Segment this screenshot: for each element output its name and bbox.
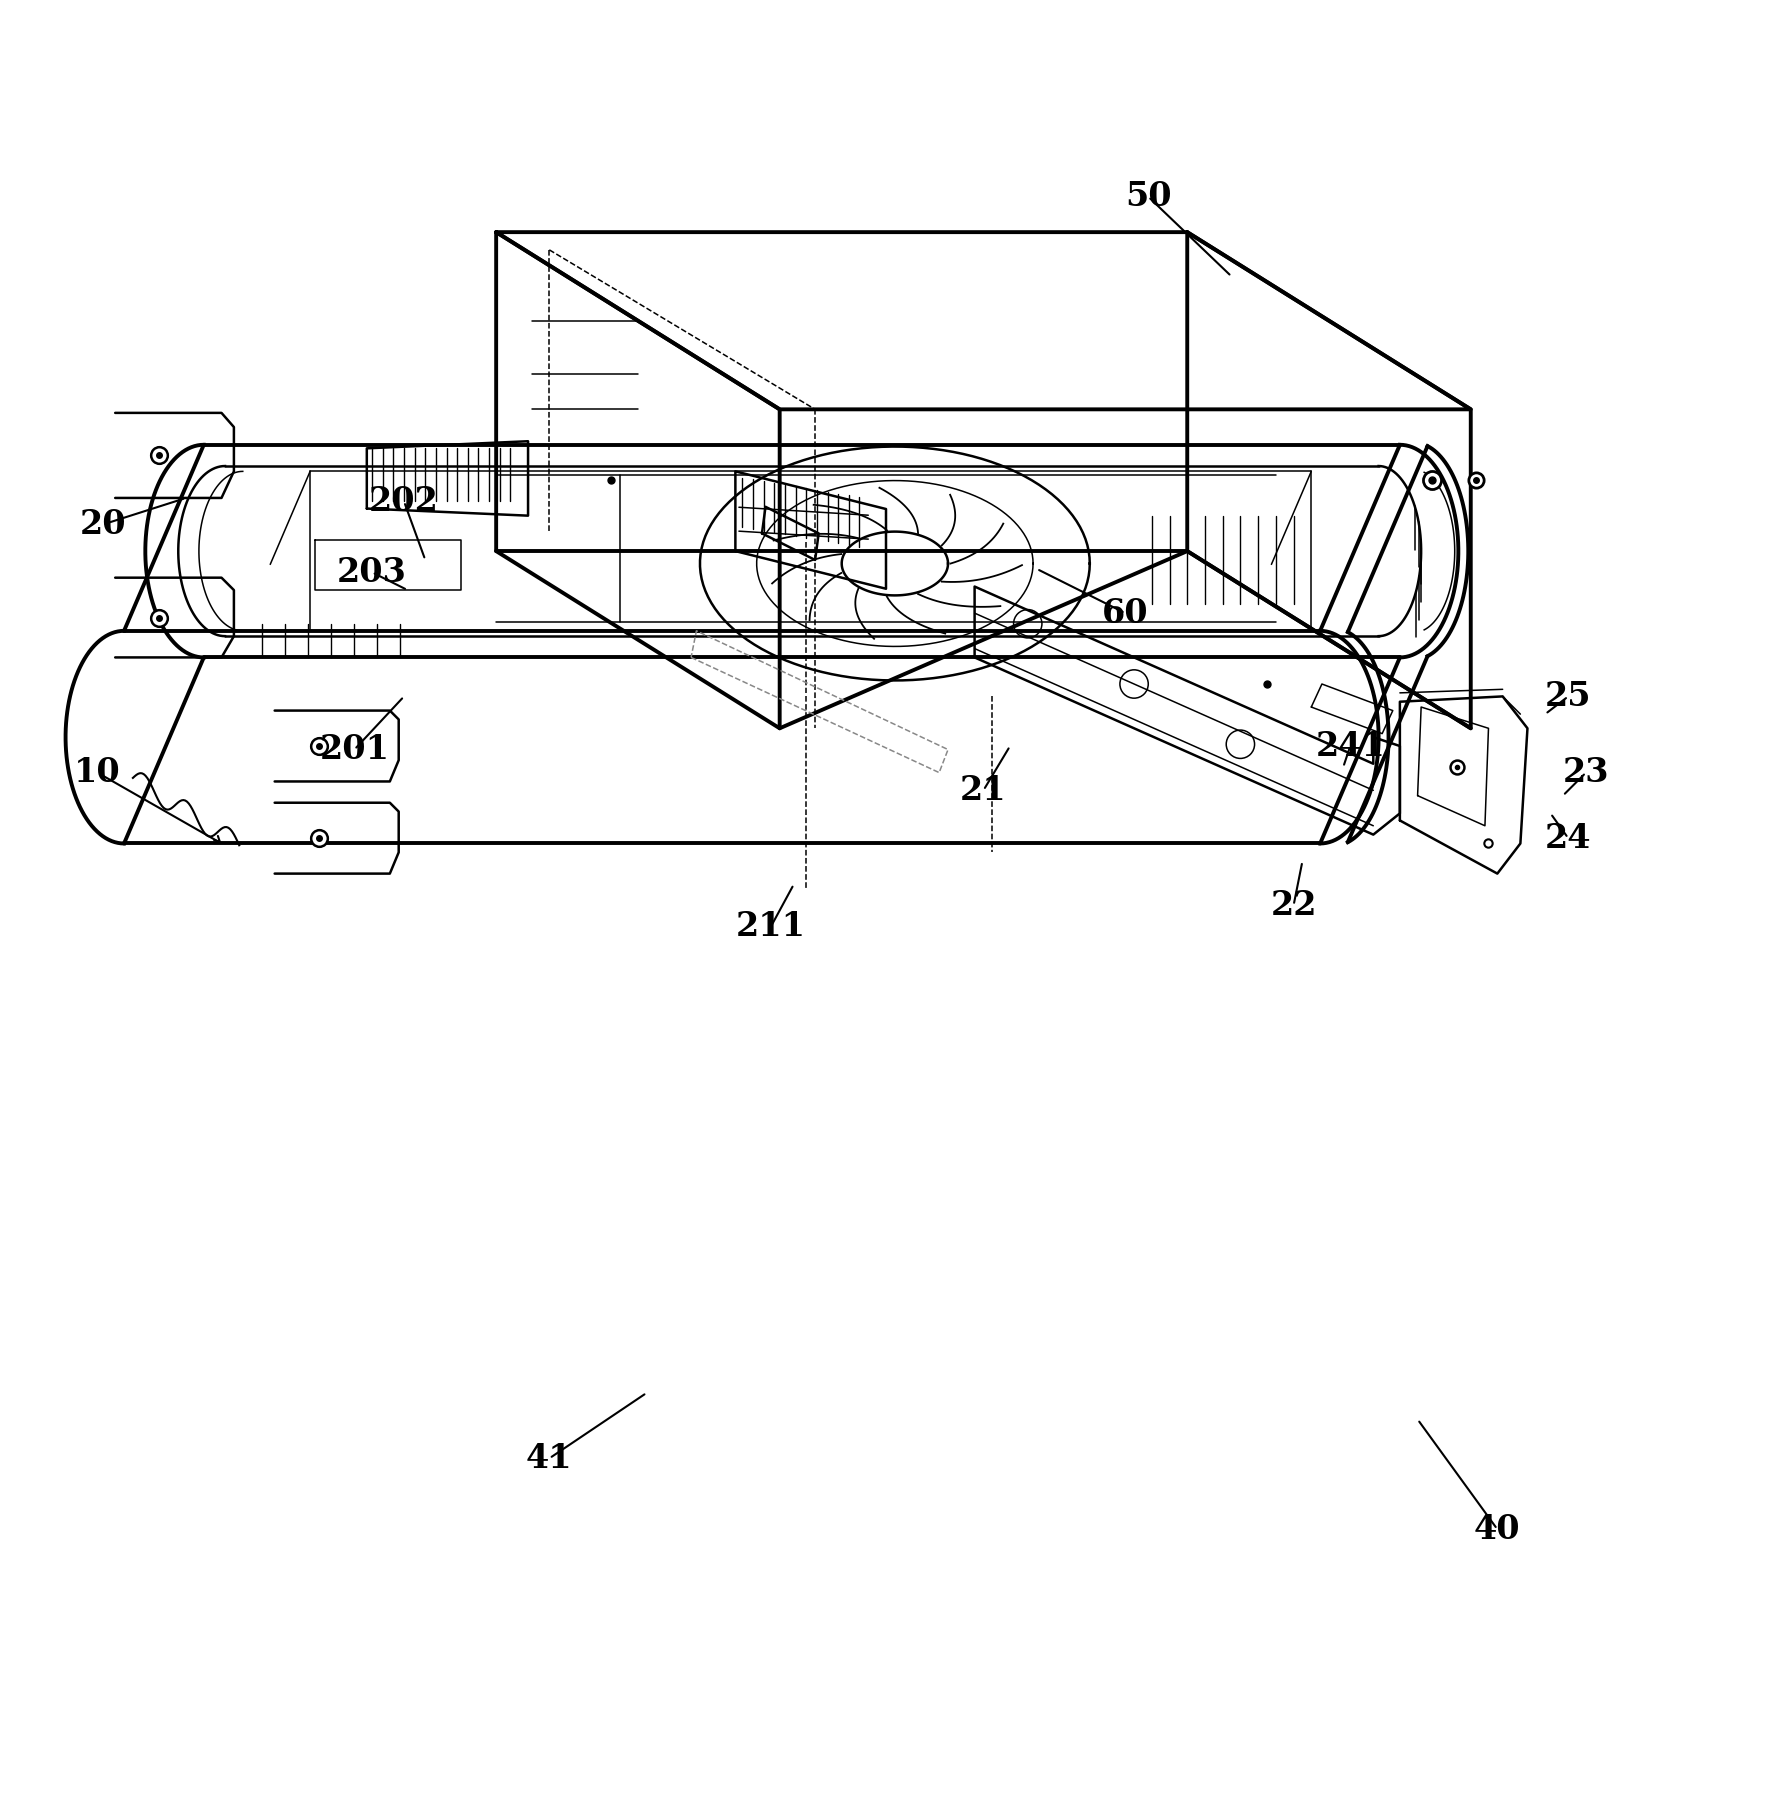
Text: 202: 202 xyxy=(369,485,439,518)
Text: 50: 50 xyxy=(1125,181,1171,214)
Text: 40: 40 xyxy=(1474,1512,1520,1547)
Text: 25: 25 xyxy=(1545,679,1591,714)
Text: 201: 201 xyxy=(319,733,390,766)
Text: 241: 241 xyxy=(1315,730,1386,762)
Text: 22: 22 xyxy=(1271,889,1317,922)
Text: 10: 10 xyxy=(74,757,120,790)
Text: 203: 203 xyxy=(337,556,408,589)
Text: 24: 24 xyxy=(1545,822,1591,855)
Text: 21: 21 xyxy=(960,773,1006,808)
Text: 20: 20 xyxy=(80,509,126,541)
Text: 60: 60 xyxy=(1102,596,1148,630)
Text: 41: 41 xyxy=(526,1442,572,1474)
Text: 211: 211 xyxy=(735,911,806,944)
Text: 23: 23 xyxy=(1563,757,1609,790)
